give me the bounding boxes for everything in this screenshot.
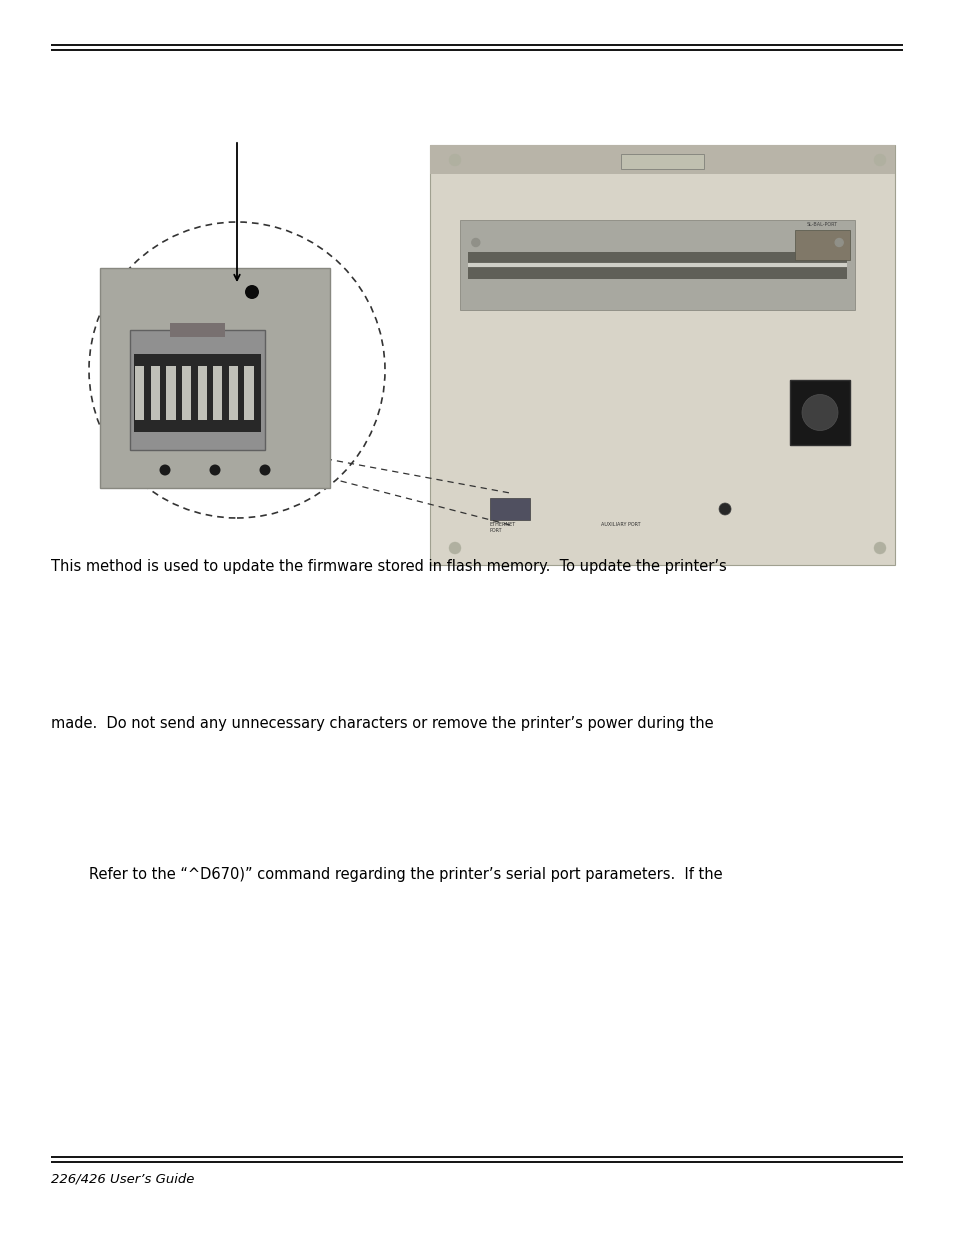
- Text: ETHERNET
PORT: ETHERNET PORT: [490, 522, 516, 532]
- Bar: [229, 366, 238, 420]
- Circle shape: [873, 542, 885, 555]
- Circle shape: [834, 238, 842, 247]
- Bar: [182, 366, 191, 420]
- Bar: [100, 268, 330, 488]
- Circle shape: [472, 238, 479, 247]
- Text: made.  Do not send any unnecessary characters or remove the printer’s power duri: made. Do not send any unnecessary charac…: [51, 716, 713, 731]
- Text: This method is used to update the firmware stored in flash memory.  To update th: This method is used to update the firmwa…: [51, 559, 725, 574]
- Text: SL-BAL-PORT: SL-BAL-PORT: [806, 222, 837, 227]
- Circle shape: [719, 503, 730, 515]
- Bar: [794, 230, 849, 261]
- Bar: [467, 252, 846, 279]
- Circle shape: [449, 542, 460, 555]
- Bar: [197, 366, 207, 420]
- Bar: [213, 366, 222, 420]
- Circle shape: [449, 154, 460, 165]
- Bar: [620, 154, 703, 168]
- Circle shape: [159, 464, 171, 475]
- Bar: [459, 220, 854, 310]
- Circle shape: [873, 154, 885, 165]
- Circle shape: [245, 285, 258, 299]
- Bar: [130, 330, 265, 450]
- Bar: [135, 366, 144, 420]
- Bar: [166, 366, 175, 420]
- Circle shape: [259, 464, 271, 475]
- Bar: [430, 144, 894, 564]
- Text: 226/426 User’s Guide: 226/426 User’s Guide: [51, 1172, 193, 1186]
- Text: Refer to the “^D670)” command regarding the printer’s serial port parameters.  I: Refer to the “^D670)” command regarding …: [89, 867, 721, 882]
- Circle shape: [210, 464, 220, 475]
- Bar: [244, 366, 253, 420]
- Bar: [133, 354, 261, 432]
- Bar: [151, 366, 160, 420]
- Bar: [490, 498, 530, 520]
- Bar: [171, 322, 224, 337]
- Text: AUXILIARY PORT: AUXILIARY PORT: [600, 522, 640, 527]
- Bar: [789, 380, 849, 445]
- Circle shape: [801, 394, 837, 431]
- Bar: [430, 144, 894, 174]
